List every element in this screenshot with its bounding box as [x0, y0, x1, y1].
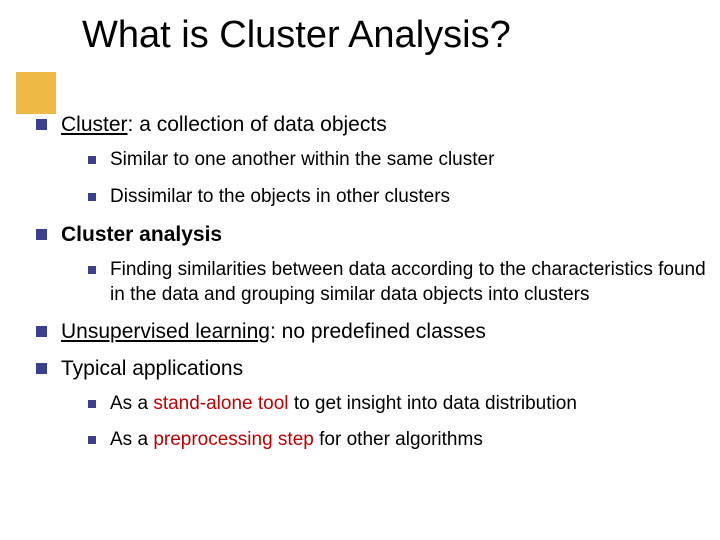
square-bullet-icon — [36, 119, 47, 130]
item-text: Typical applications — [61, 356, 243, 382]
list-item: Typical applications — [36, 356, 708, 382]
highlight-term: stand-alone tool — [153, 393, 294, 414]
list-subitem: As a preprocessing step for other algori… — [88, 428, 708, 453]
sub-pre: As a — [110, 429, 153, 450]
list-item: Cluster: a collection of data objects — [36, 112, 708, 138]
slide-title: What is Cluster Analysis? — [82, 14, 511, 57]
underlined-term: Cluster — [61, 113, 128, 136]
sub-post: to get insight into data distribution — [294, 393, 577, 414]
square-bullet-icon — [36, 363, 47, 374]
slide-content: Cluster: a collection of data objects Si… — [36, 112, 708, 465]
list-subitem: Similar to one another within the same c… — [88, 148, 708, 173]
square-bullet-icon — [88, 400, 96, 408]
list-subitem: As a stand-alone tool to get insight int… — [88, 392, 708, 417]
bold-term: Cluster analysis — [61, 223, 222, 246]
square-bullet-icon — [88, 436, 96, 444]
item-text: Cluster analysis — [61, 222, 222, 248]
square-bullet-icon — [88, 266, 96, 274]
list-subitem: Finding similarities between data accord… — [88, 258, 708, 307]
list-item: Unsupervised learning: no predefined cla… — [36, 319, 708, 345]
subitem-text: As a stand-alone tool to get insight int… — [110, 392, 577, 417]
subitem-text: Dissimilar to the objects in other clust… — [110, 185, 450, 210]
underlined-term: Unsupervised learning — [61, 320, 270, 343]
square-bullet-icon — [36, 229, 47, 240]
sub-post: for other algorithms — [319, 429, 483, 450]
accent-bar — [16, 72, 56, 114]
sub-pre: As a — [110, 393, 153, 414]
square-bullet-icon — [88, 193, 96, 201]
subitem-text: As a preprocessing step for other algori… — [110, 428, 483, 453]
list-subitem: Dissimilar to the objects in other clust… — [88, 185, 708, 210]
subitem-text: Similar to one another within the same c… — [110, 148, 494, 173]
list-item: Cluster analysis — [36, 222, 708, 248]
item-text: Cluster: a collection of data objects — [61, 112, 387, 138]
square-bullet-icon — [36, 326, 47, 337]
square-bullet-icon — [88, 156, 96, 164]
highlight-term: preprocessing step — [153, 429, 319, 450]
item-text: Unsupervised learning: no predefined cla… — [61, 319, 486, 345]
item-rest: : a collection of data objects — [128, 113, 387, 136]
subitem-text: Finding similarities between data accord… — [110, 258, 708, 307]
item-rest: : no predefined classes — [270, 320, 486, 343]
